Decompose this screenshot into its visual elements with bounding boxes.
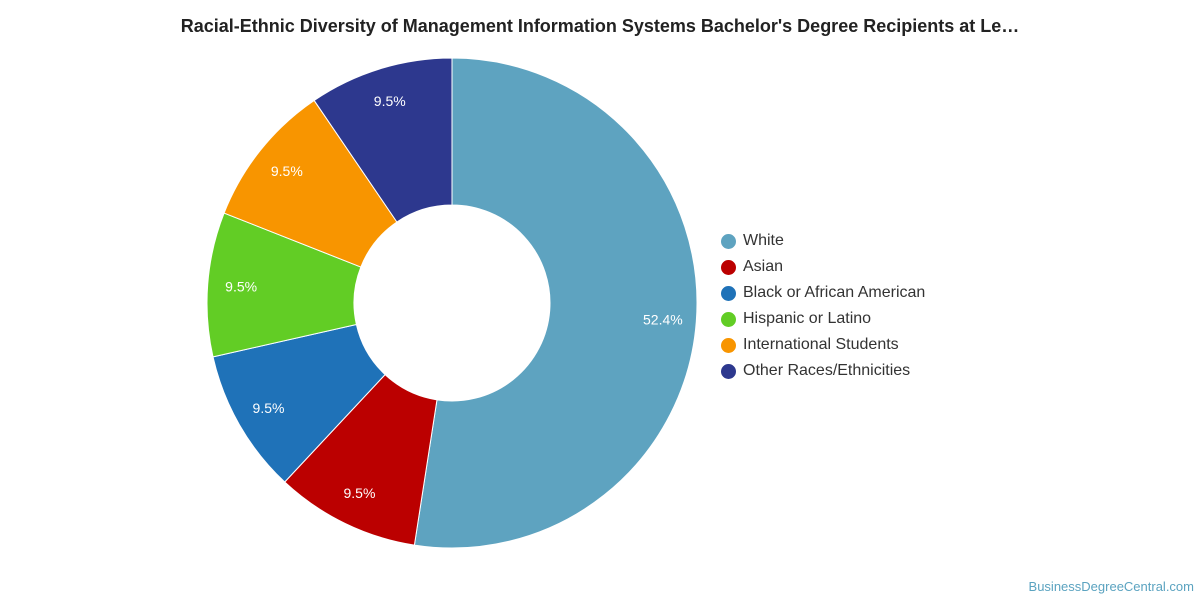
legend-item-hispanic-or-latino[interactable]: Hispanic or Latino [721, 306, 925, 332]
slices-group [206, 57, 698, 549]
legend-swatch [721, 311, 736, 327]
source-credit[interactable]: BusinessDegreeCentral.com [1028, 579, 1194, 594]
slice-label-other-races-ethnicities: 9.5% [374, 93, 406, 109]
legend-item-black-or-african-american[interactable]: Black or African American [721, 280, 925, 306]
slice-white[interactable] [413, 57, 698, 549]
slice-label-white: 52.4% [643, 311, 683, 327]
slice-label-asian: 9.5% [344, 485, 376, 501]
legend-label: Other Races/Ethnicities [743, 362, 911, 379]
legend-swatch [721, 233, 736, 249]
legend-item-white[interactable]: White [721, 228, 925, 254]
slice-label-international-students: 9.5% [271, 163, 303, 179]
legend-label: International Students [743, 336, 899, 353]
slice-labels-group: 52.4% 9.5% 9.5% 9.5% 9.5% 9.5% [225, 93, 683, 501]
legend-swatch [721, 337, 736, 353]
legend-swatch [721, 259, 736, 275]
legend-item-other-races-ethnicities[interactable]: Other Races/Ethnicities [721, 358, 925, 384]
slice-label-black-or-african-american: 9.5% [253, 400, 285, 416]
slice-other-races-ethnicities[interactable] [313, 57, 453, 223]
legend-item-international-students[interactable]: International Students [721, 332, 925, 358]
legend-label: Hispanic or Latino [743, 310, 872, 327]
legend-label: Black or African American [743, 284, 926, 301]
legend: White Asian Black or African American Hispa… [721, 228, 925, 384]
slice-label-hispanic-or-latino: 9.5% [225, 279, 257, 295]
chart-title: Racial-Ethnic Diversity of Management In… [180, 16, 1020, 36]
legend-item-asian[interactable]: Asian [721, 254, 925, 280]
legend-label: White [743, 232, 784, 249]
legend-label: Asian [743, 258, 784, 275]
legend-swatch [721, 363, 736, 379]
legend-swatch [721, 285, 736, 301]
